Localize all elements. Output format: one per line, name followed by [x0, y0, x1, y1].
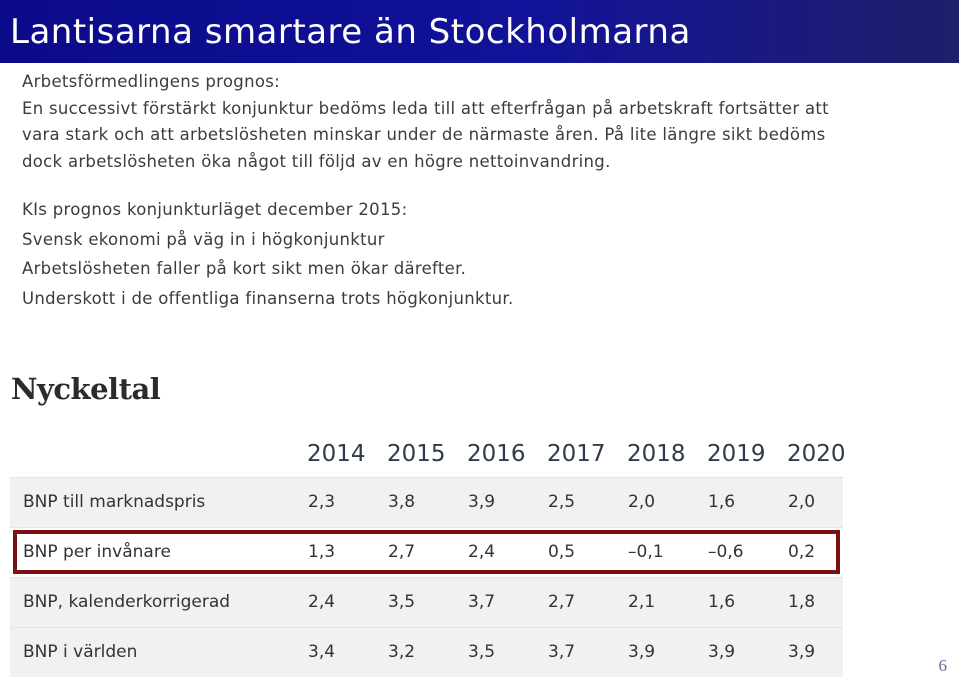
- table-cell: 1,6: [708, 492, 736, 512]
- row-label: BNP i världen: [23, 642, 138, 662]
- ki-line: Svensk ekonomi på väg in i högkonjunktur: [22, 229, 385, 249]
- table-cell: 1,8: [788, 592, 816, 612]
- year-header: 2016: [467, 441, 526, 467]
- year-header: 2019: [707, 441, 766, 467]
- table-cell: –0,6: [708, 542, 744, 562]
- table-cell: 3,2: [388, 642, 416, 662]
- ki-heading: KIs prognos konjunkturläget december 201…: [22, 200, 408, 219]
- table-cell: 2,4: [308, 592, 336, 612]
- year-header: 2014: [307, 441, 366, 467]
- year-header: 2015: [387, 441, 446, 467]
- table-cell: 1,3: [308, 542, 336, 562]
- table-cell: 1,6: [708, 592, 736, 612]
- table-cell: 3,8: [388, 492, 416, 512]
- table-cell: 3,9: [708, 642, 736, 662]
- table-cell: 3,9: [628, 642, 656, 662]
- table-cell: 3,9: [788, 642, 816, 662]
- table-cell: –0,1: [628, 542, 664, 562]
- table-cell: 3,7: [548, 642, 576, 662]
- af-heading: Arbetsförmedlingens prognos:: [22, 72, 280, 91]
- row-label: BNP per invånare: [23, 542, 171, 562]
- table-cell: 3,5: [388, 592, 416, 612]
- af-line: vara stark och att arbetslösheten minska…: [22, 125, 826, 144]
- table-cell: 2,1: [628, 592, 656, 612]
- table-cell: 2,3: [308, 492, 336, 512]
- page-number: 6: [938, 656, 948, 675]
- table-cell: 0,5: [548, 542, 576, 562]
- table-cell: 0,2: [788, 542, 816, 562]
- af-line: dock arbetslösheten öka något till följd…: [22, 151, 611, 171]
- af-line: En successivt förstärkt konjunktur bedöm…: [22, 98, 829, 118]
- ki-line: Arbetslösheten faller på kort sikt men ö…: [22, 259, 467, 278]
- table-cell: 2,7: [548, 592, 576, 612]
- body-text: Arbetsförmedlingens prognos: En successi…: [22, 69, 942, 313]
- table-cell: 3,9: [468, 492, 496, 512]
- slide-title: Lantisarna smartare än Stockholmarna: [10, 12, 691, 52]
- year-header: 2020: [787, 441, 846, 467]
- table-header-row: 2014 2015 2016 2017 2018 2019 2020: [10, 433, 846, 477]
- year-header: 2017: [547, 441, 606, 467]
- table-row-highlighted: BNP per invånare 1,3 2,7 2,4 0,5 –0,1 –0…: [10, 527, 843, 577]
- title-bar: Lantisarna smartare än Stockholmarna: [0, 0, 959, 63]
- year-header: 2018: [627, 441, 686, 467]
- row-label: BNP, kalenderkorrigerad: [23, 592, 231, 612]
- ki-line: Underskott i de offentliga finanserna tr…: [22, 288, 514, 308]
- table-cell: 3,7: [468, 592, 496, 612]
- table-cell: 2,7: [388, 542, 416, 562]
- table-cell: 2,4: [468, 542, 496, 562]
- key-figures-table: 2014 2015 2016 2017 2018 2019 2020 BNP t…: [10, 433, 846, 677]
- table-cell: 2,0: [788, 492, 816, 512]
- row-label: BNP till marknadspris: [23, 492, 206, 512]
- table-cell: 2,0: [628, 492, 656, 512]
- table-row: BNP i världen 3,4 3,2 3,5 3,7 3,9 3,9 3,…: [10, 627, 843, 677]
- table-row: BNP, kalenderkorrigerad 2,4 3,5 3,7 2,7 …: [10, 577, 843, 627]
- table-row: BNP till marknadspris 2,3 3,8 3,9 2,5 2,…: [10, 477, 843, 527]
- table-cell: 2,5: [548, 492, 576, 512]
- table-cell: 3,4: [308, 642, 336, 662]
- table-cell: 3,5: [468, 642, 496, 662]
- table-title: Nyckeltal: [11, 372, 161, 406]
